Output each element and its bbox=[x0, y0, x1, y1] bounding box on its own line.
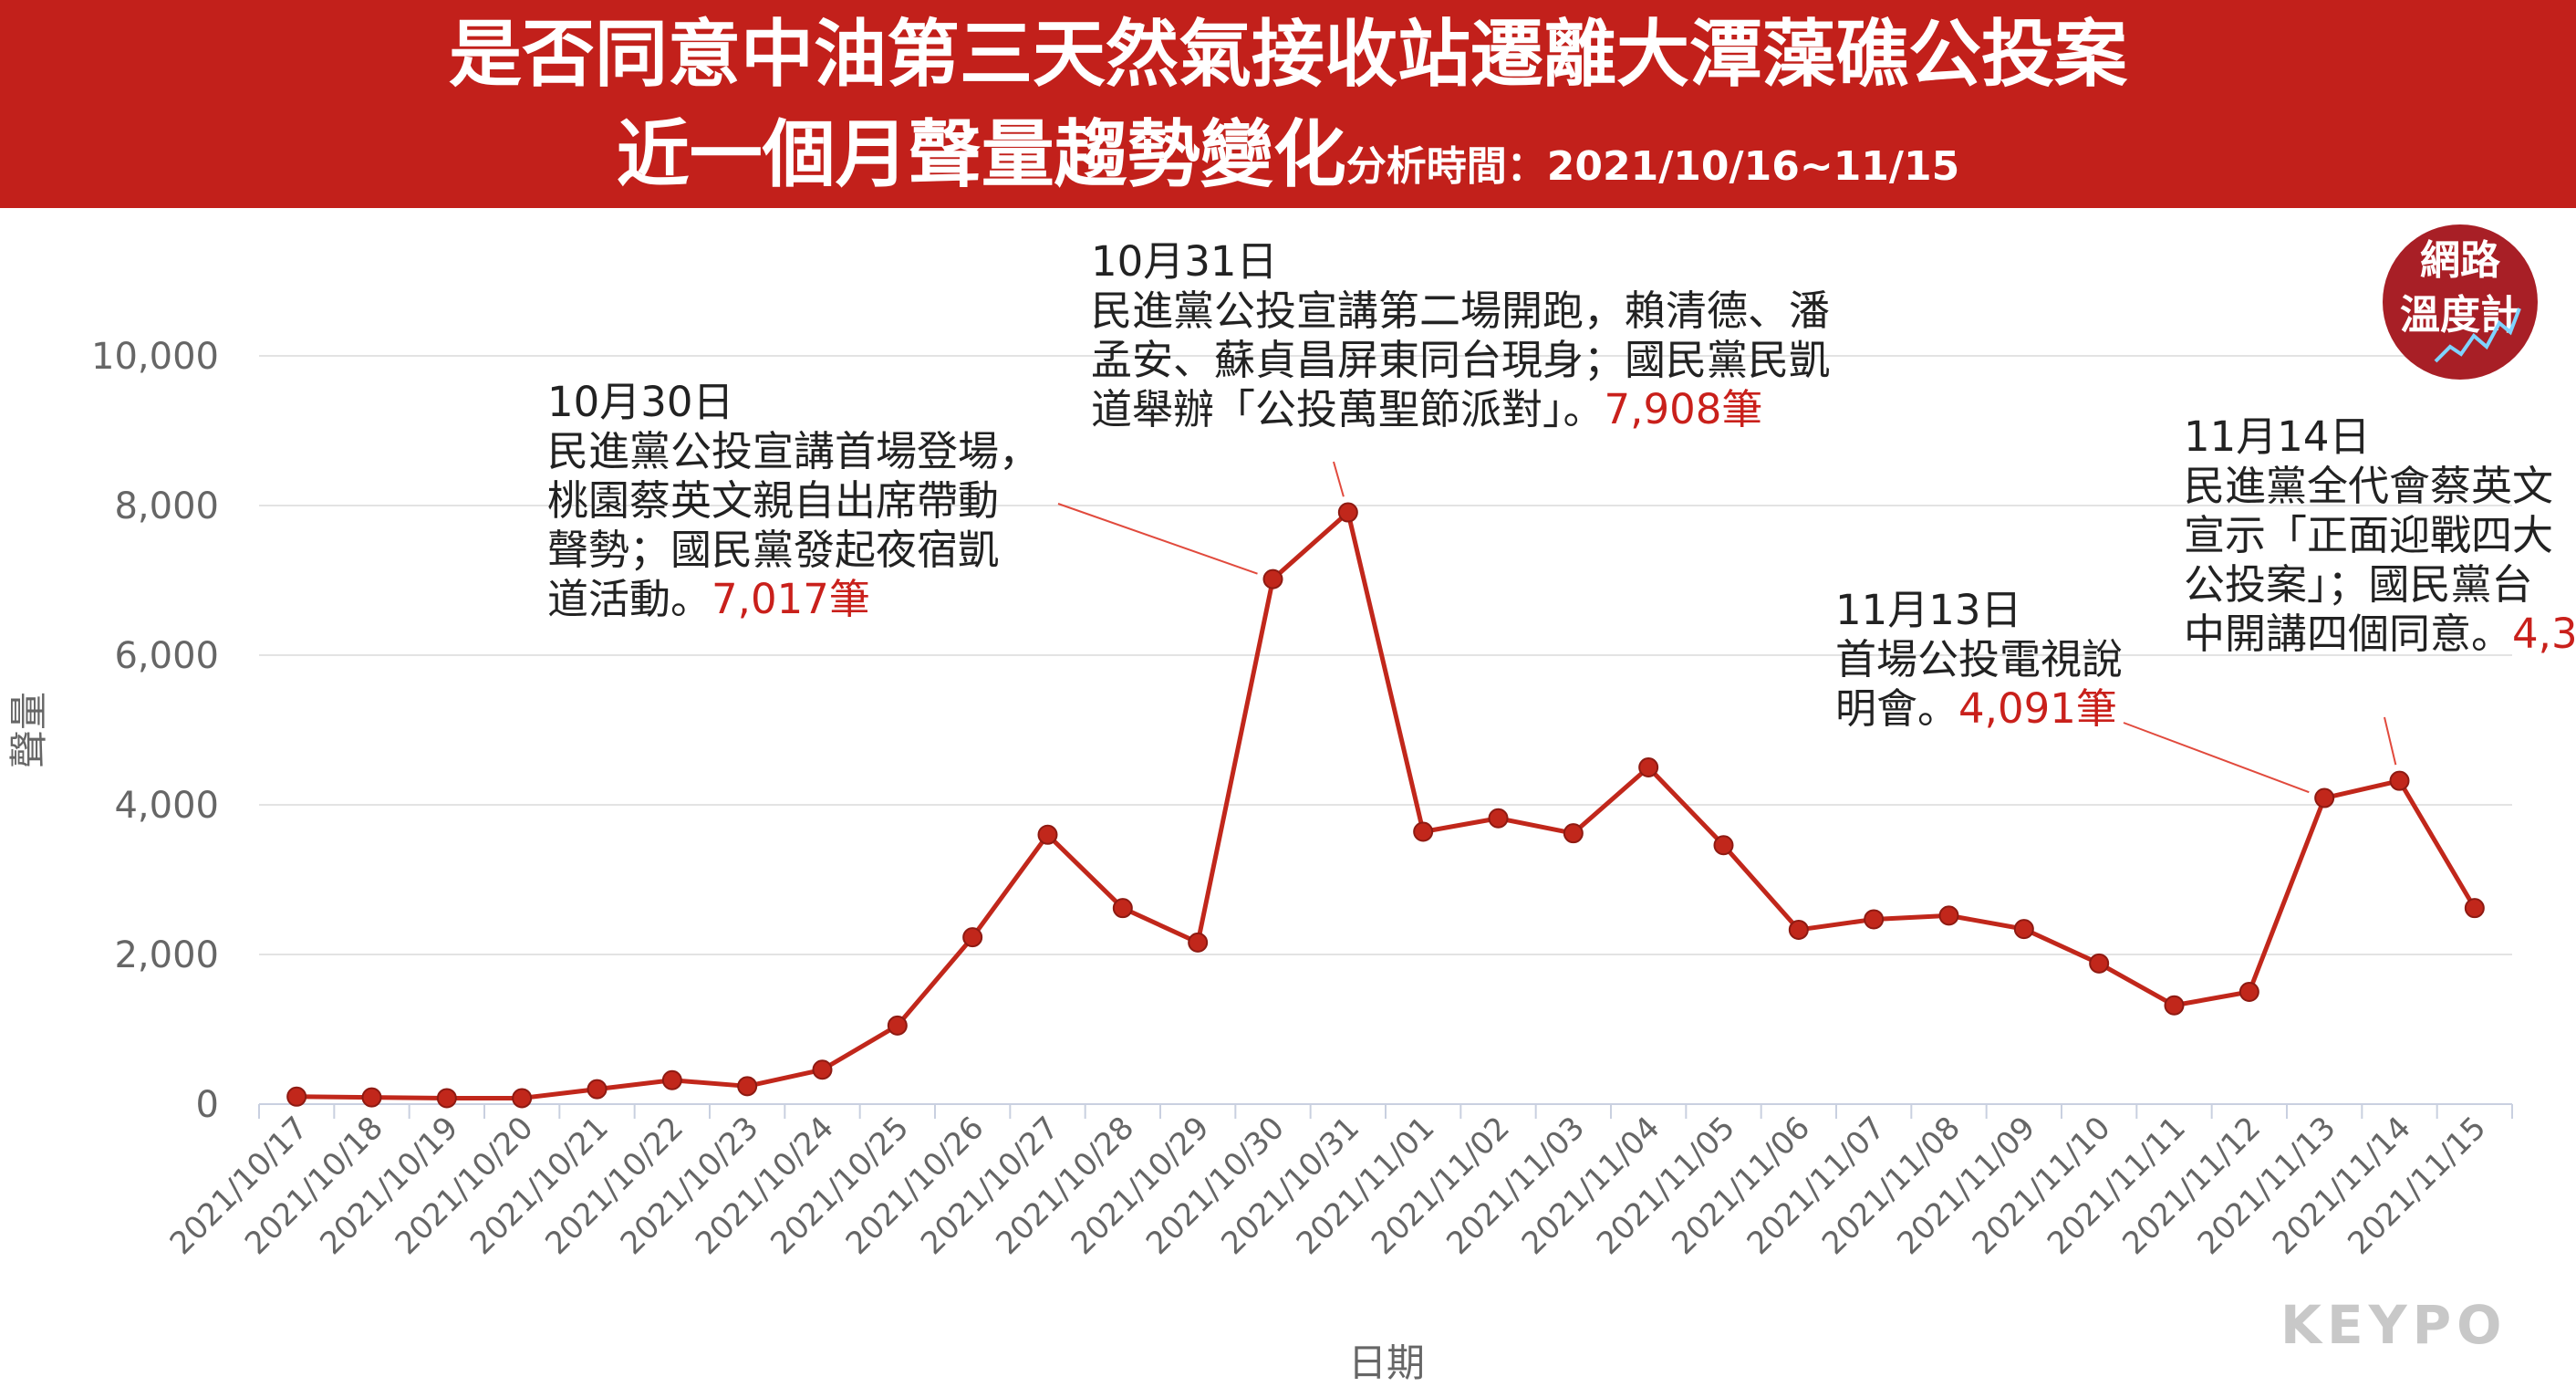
data-point bbox=[812, 1059, 833, 1080]
y-tick-label: 4,000 bbox=[114, 785, 219, 827]
annotation-line: 孟安、蘇貞昌屏東同台現身；國民黨民凱 bbox=[1091, 336, 1831, 384]
chart-title: 是否同意中油第三天然氣接收站遷離大潭藻礁公投案 bbox=[449, 12, 2127, 97]
data-point bbox=[2464, 898, 2485, 919]
annotation-connector bbox=[2123, 722, 2310, 794]
data-point bbox=[2164, 995, 2185, 1016]
data-point bbox=[1262, 568, 1283, 589]
y-tick-label: 8,000 bbox=[114, 485, 219, 527]
data-point bbox=[2013, 919, 2034, 940]
data-point bbox=[361, 1087, 382, 1108]
data-point bbox=[1563, 823, 1584, 844]
annotation-nov13: 11月13日 首場公投電視說 明會。4,091筆 bbox=[1835, 586, 2123, 734]
annotation-line: 公投案」；國民黨台 bbox=[2184, 560, 2533, 609]
x-axis-label: 日期 bbox=[1348, 1340, 1425, 1385]
series-line bbox=[296, 510, 2477, 1100]
annotation-line: 民進黨公投宣講首場登場， bbox=[547, 427, 1041, 475]
series-line-path bbox=[296, 510, 2477, 1100]
annotation-nov14: 11月14日 民進黨全代會蔡英文 宣示「正面迎戰四大 公投案」；國民黨台 中開講四個同意… bbox=[2184, 412, 2576, 659]
y-tick-label: 10,000 bbox=[91, 336, 219, 378]
annotation-value: 7,908筆 bbox=[1604, 385, 1763, 433]
annotation-oct31: 10月31日 民進黨公投宣講第二場開跑，賴清德、潘 孟安、蘇貞昌屏東同台現身；國民黨… bbox=[1091, 237, 1830, 434]
data-point bbox=[587, 1079, 608, 1100]
annotation-line: 道舉辦「公投萬聖節派對」。7,908筆 bbox=[1091, 385, 1763, 433]
annotation-oct30: 10月30日 民進黨公投宣講首場登場， 桃園蔡英文親自出席帶動 聲勢；國民黨發起夜宿凱… bbox=[547, 378, 1040, 624]
annotation-date: 11月13日 bbox=[1835, 586, 2022, 634]
annotation-line: 宣示「正面迎戰四大 bbox=[2184, 511, 2554, 559]
analysis-period: 分析時間：2021/10/16~11/15 bbox=[1345, 143, 1960, 190]
annotation-value: 7,017筆 bbox=[712, 575, 870, 623]
annotation-line: 明會。4,091筆 bbox=[1835, 684, 2117, 733]
data-point bbox=[1864, 909, 1885, 930]
annotation-connectors bbox=[1057, 461, 2397, 794]
annotation-value: 4,321筆 bbox=[2512, 610, 2576, 658]
data-point bbox=[1413, 821, 1434, 842]
data-point bbox=[887, 1015, 908, 1036]
subtitle-text: 近一個月聲量趨勢變化 bbox=[616, 112, 1346, 197]
data-point bbox=[286, 1086, 307, 1107]
annotation-connector bbox=[1333, 461, 1345, 497]
data-points bbox=[286, 502, 2485, 1109]
badge-line1: 網路 bbox=[2420, 237, 2500, 284]
y-tick-label: 6,000 bbox=[114, 635, 219, 677]
data-point bbox=[1788, 919, 1809, 940]
badge-line2: 溫度計 bbox=[2400, 292, 2520, 339]
data-point bbox=[1488, 808, 1509, 829]
data-point bbox=[1337, 502, 1358, 523]
annotation-line: 民進黨公投宣講第二場開跑，賴清德、潘 bbox=[1091, 287, 1831, 335]
annotation-line: 道活動。7,017筆 bbox=[547, 575, 870, 623]
thermometer-logo: 網路 溫度計 bbox=[2383, 224, 2538, 380]
annotation-line: 民進黨全代會蔡英文 bbox=[2184, 462, 2554, 510]
annotation-connector bbox=[1057, 503, 1258, 575]
data-point bbox=[1037, 824, 1058, 845]
annotation-line: 中開講四個同意。4,321筆 bbox=[2184, 610, 2576, 659]
data-point bbox=[962, 927, 983, 948]
data-point bbox=[2314, 787, 2335, 808]
annotation-date: 10月30日 bbox=[547, 378, 734, 426]
header-banner: 是否同意中油第三天然氣接收站遷離大潭藻礁公投案 近一個月聲量趨勢變化分析時間：2… bbox=[0, 0, 2576, 208]
gridlines bbox=[258, 355, 2513, 1119]
annotation-date: 11月14日 bbox=[2184, 412, 2371, 461]
chart-subtitle: 近一個月聲量趨勢變化分析時間：2021/10/16~11/15 bbox=[0, 106, 2576, 216]
data-point bbox=[1112, 898, 1133, 919]
annotation-line: 聲勢；國民黨發起夜宿凱 bbox=[547, 526, 1000, 574]
annotation-line: 桃園蔡英文親自出席帶動 bbox=[547, 476, 1000, 525]
data-point bbox=[512, 1088, 533, 1109]
trend-wave-icon bbox=[2434, 308, 2521, 363]
data-point bbox=[1638, 757, 1659, 777]
y-axis-label: 聲量 bbox=[6, 692, 51, 768]
data-point bbox=[1938, 905, 1959, 926]
annotation-date: 10月31日 bbox=[1091, 237, 1278, 286]
data-point bbox=[1188, 932, 1209, 953]
data-point bbox=[2389, 770, 2410, 791]
data-point bbox=[436, 1088, 457, 1109]
y-tick-label: 2,000 bbox=[114, 934, 219, 976]
y-tick-labels: 0 2,000 4,000 6,000 8,000 10,000 bbox=[91, 336, 219, 1126]
data-point bbox=[737, 1076, 758, 1097]
data-point bbox=[2238, 982, 2259, 1002]
annotation-value: 4,091筆 bbox=[1958, 684, 2117, 733]
x-tick-labels: 2021/10/172021/10/182021/10/192021/10/20… bbox=[163, 1110, 2494, 1262]
data-point bbox=[661, 1069, 682, 1090]
data-point bbox=[2089, 953, 2110, 974]
y-tick-label: 0 bbox=[196, 1084, 219, 1126]
data-point bbox=[1713, 835, 1734, 856]
keypo-logo: KEYPO bbox=[2280, 1294, 2508, 1356]
annotation-connector bbox=[2384, 716, 2397, 766]
annotation-line: 首場公投電視說 bbox=[1835, 635, 2124, 683]
